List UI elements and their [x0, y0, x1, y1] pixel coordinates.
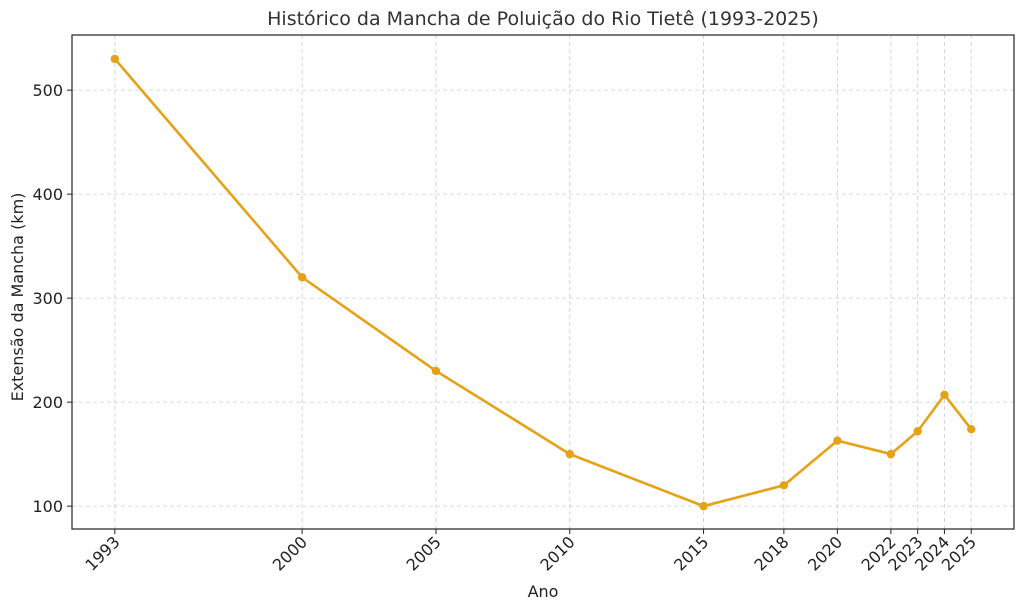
- y-tick-label: 100: [32, 497, 63, 516]
- y-axis-label: Extensão da Mancha (km): [8, 193, 27, 402]
- data-point: [886, 449, 896, 459]
- data-point: [833, 436, 842, 445]
- axis-ticks: 1993 2000 2005 2010 2015 2018 2020 202220232024…: [32, 81, 980, 575]
- x-tick-label: 2010: [536, 532, 578, 574]
- plot-frame: [71, 34, 1015, 530]
- x-axis-label: Ano: [528, 582, 559, 601]
- data-point: [297, 273, 307, 282]
- data-point: [431, 366, 441, 376]
- data-point: [966, 424, 976, 434]
- y-tick-label: 400: [32, 185, 63, 204]
- x-tick-label: 1993: [81, 532, 123, 574]
- x-tick-label: 2020: [804, 532, 846, 574]
- y-tick-label: 300: [32, 289, 63, 308]
- series-line: [113, 58, 973, 508]
- data-point: [913, 427, 922, 436]
- grid: [72, 35, 1014, 529]
- data-point: [565, 449, 574, 459]
- data-point: [699, 501, 708, 511]
- x-tick-label: 2015: [670, 532, 712, 574]
- x-tick-label: 2000: [269, 532, 311, 574]
- y-tick-label: 500: [32, 81, 63, 100]
- chart-title: Histórico da Mancha de Poluição do Rio T…: [267, 8, 819, 30]
- series-group: [110, 54, 976, 511]
- data-point: [110, 54, 120, 64]
- data-point: [940, 390, 949, 400]
- data-point: [779, 481, 789, 490]
- x-tick-label: 2005: [403, 532, 445, 574]
- y-tick-label: 200: [32, 393, 63, 412]
- x-tick-label: 2018: [750, 532, 792, 574]
